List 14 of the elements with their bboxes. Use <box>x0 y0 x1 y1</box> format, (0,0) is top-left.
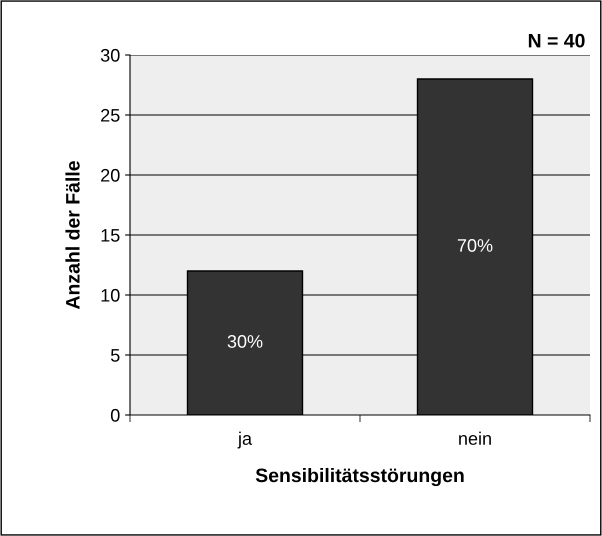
text: N = 40 <box>528 34 585 48</box>
y-tick-label: 0 <box>110 408 120 422</box>
y-tick-label: 5 <box>110 349 120 362</box>
y-tick-label: 10 <box>102 288 120 302</box>
x-tick-label: nein <box>459 432 491 445</box>
annotation: 30% <box>228 335 262 348</box>
x-axis-title: Sensibilitätsstörungen <box>256 468 464 486</box>
annotation: 70% <box>458 239 492 252</box>
y-tick-label: 25 <box>101 108 120 122</box>
y-tick-label: 20 <box>101 168 120 182</box>
y-axis-title: Anzahl der Fälle <box>65 161 80 310</box>
y-tick-label: 30 <box>100 48 120 62</box>
x-tick-label: ja <box>238 432 252 448</box>
y-tick-label: 15 <box>102 229 120 242</box>
